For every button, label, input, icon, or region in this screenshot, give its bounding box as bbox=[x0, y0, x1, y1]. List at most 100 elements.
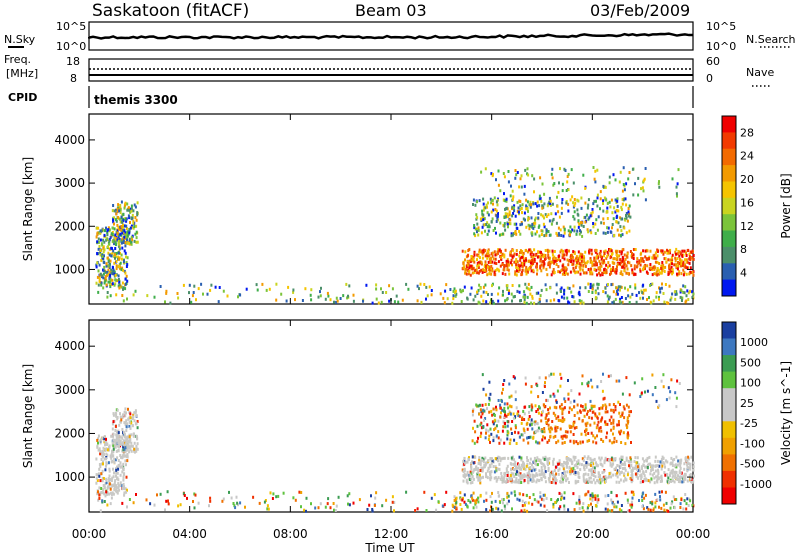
data-cell bbox=[124, 287, 127, 291]
colorbar-segment bbox=[722, 437, 736, 455]
data-cell bbox=[608, 439, 611, 443]
data-cell bbox=[567, 392, 570, 396]
data-cell bbox=[482, 285, 485, 289]
data-cell bbox=[677, 264, 680, 268]
data-cell bbox=[476, 472, 479, 476]
data-cell bbox=[692, 468, 695, 472]
data-cell bbox=[485, 223, 488, 226]
data-cell bbox=[682, 273, 685, 277]
data-cell bbox=[651, 393, 654, 397]
data-cell bbox=[682, 268, 685, 272]
data-cell bbox=[518, 265, 520, 269]
data-cell bbox=[636, 456, 639, 460]
data-cell bbox=[128, 239, 131, 243]
data-cell bbox=[586, 439, 589, 443]
data-cell bbox=[497, 476, 500, 480]
data-cell bbox=[526, 472, 529, 476]
data-cell bbox=[679, 506, 682, 509]
data-cell bbox=[469, 273, 472, 277]
data-cell bbox=[122, 482, 125, 486]
data-cell bbox=[545, 267, 548, 271]
data-cell bbox=[487, 213, 490, 217]
data-cell bbox=[591, 405, 594, 409]
data-cell bbox=[521, 465, 524, 469]
data-cell bbox=[607, 297, 610, 301]
data-cell bbox=[621, 259, 624, 263]
data-cell bbox=[477, 470, 480, 474]
data-cell bbox=[677, 168, 680, 172]
data-cell bbox=[646, 264, 649, 268]
data-cell bbox=[627, 177, 630, 181]
data-cell bbox=[671, 258, 674, 261]
data-cell bbox=[626, 436, 629, 440]
data-cell bbox=[686, 466, 689, 469]
data-cell bbox=[110, 246, 113, 250]
data-cell bbox=[95, 457, 98, 461]
data-cell bbox=[516, 269, 518, 273]
data-cell bbox=[655, 256, 658, 260]
data-cell bbox=[497, 436, 500, 440]
data-cell bbox=[468, 266, 471, 270]
data-cell bbox=[517, 478, 520, 482]
data-cell bbox=[546, 273, 549, 277]
data-cell bbox=[560, 206, 563, 210]
data-cell bbox=[528, 496, 531, 499]
data-cell bbox=[654, 505, 657, 509]
data-cell bbox=[679, 464, 682, 468]
data-cell bbox=[627, 459, 630, 463]
data-cell bbox=[604, 291, 607, 295]
data-cell bbox=[610, 230, 613, 234]
data-cell bbox=[119, 461, 122, 465]
data-cell bbox=[99, 452, 102, 456]
data-cell bbox=[685, 294, 688, 298]
data-cell bbox=[590, 502, 592, 506]
data-cell bbox=[504, 199, 507, 203]
data-cell bbox=[477, 404, 480, 408]
data-cell bbox=[545, 231, 548, 235]
data-cell bbox=[650, 477, 653, 481]
x-tick-label: 08:00 bbox=[273, 527, 308, 541]
data-cell bbox=[584, 201, 587, 205]
data-cell bbox=[561, 182, 564, 186]
data-cell bbox=[519, 223, 522, 227]
data-cell bbox=[132, 221, 135, 225]
data-cell bbox=[497, 459, 499, 463]
data-cell bbox=[365, 283, 368, 287]
data-cell bbox=[470, 477, 473, 481]
data-cell bbox=[507, 412, 510, 416]
data-cell bbox=[573, 426, 576, 430]
data-cell bbox=[132, 415, 135, 419]
data-cell bbox=[520, 421, 523, 425]
data-cell bbox=[553, 259, 556, 263]
data-cell bbox=[485, 472, 487, 476]
data-cell bbox=[130, 204, 133, 208]
data-cell bbox=[488, 270, 491, 274]
data-cell bbox=[99, 231, 102, 235]
data-cell bbox=[122, 441, 124, 445]
data-cell bbox=[563, 507, 566, 511]
data-cell bbox=[669, 258, 672, 262]
data-cell bbox=[110, 496, 113, 500]
data-cell bbox=[584, 493, 587, 497]
data-cell bbox=[676, 379, 679, 383]
data-cell bbox=[122, 439, 125, 443]
data-cell bbox=[619, 460, 622, 464]
data-cell bbox=[690, 256, 693, 260]
data-cell bbox=[573, 464, 576, 468]
data-cell bbox=[106, 256, 109, 260]
data-cell bbox=[371, 508, 374, 511]
x-tick-label: 20:00 bbox=[575, 527, 610, 541]
data-cell bbox=[536, 268, 539, 272]
data-cell bbox=[516, 472, 519, 476]
data-cell bbox=[594, 481, 597, 485]
data-cell bbox=[329, 298, 332, 302]
data-cell bbox=[117, 251, 120, 255]
data-cell bbox=[129, 226, 132, 230]
data-cell bbox=[501, 399, 503, 403]
data-cell bbox=[604, 507, 607, 511]
data-cell bbox=[469, 500, 472, 504]
data-cell bbox=[582, 271, 585, 275]
data-cell bbox=[451, 509, 454, 513]
data-cell bbox=[579, 440, 582, 444]
data-cell bbox=[597, 498, 600, 502]
